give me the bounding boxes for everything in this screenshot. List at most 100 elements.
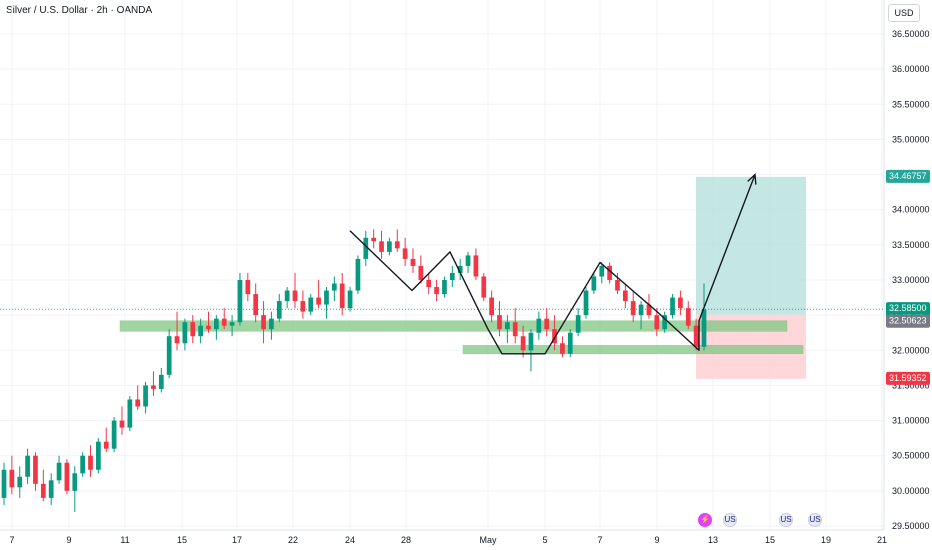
candle — [88, 445, 93, 477]
candle — [72, 466, 78, 512]
candle — [276, 294, 282, 323]
candle-body — [158, 374, 164, 389]
time-tick-label: 11 — [120, 535, 129, 545]
candle-body — [331, 283, 337, 291]
us-flag-icon[interactable]: US — [779, 513, 793, 527]
candle-body — [457, 265, 463, 273]
candle — [103, 427, 109, 453]
candle — [426, 272, 432, 295]
candle-body — [40, 483, 46, 498]
candle-body — [324, 290, 329, 305]
candle-body — [127, 399, 133, 428]
candle — [481, 272, 487, 302]
candle — [9, 455, 15, 495]
price-tick-label: 33.00000 — [892, 275, 930, 285]
arrow-head — [747, 173, 757, 185]
candle — [418, 255, 424, 284]
candle — [56, 455, 62, 484]
candle-body — [308, 297, 314, 312]
candle — [198, 318, 203, 344]
candle-body — [206, 325, 211, 330]
candle — [583, 287, 589, 319]
candle — [646, 294, 652, 319]
candle-body — [520, 336, 526, 351]
us-flag-icon[interactable]: US — [808, 513, 822, 527]
candle-body — [654, 315, 660, 330]
candle-body — [229, 322, 235, 326]
candle — [678, 290, 683, 316]
us-flag-icon[interactable]: US — [723, 513, 737, 527]
candle — [135, 385, 141, 411]
candle-body — [583, 290, 589, 316]
candle-body — [481, 276, 487, 298]
candle — [520, 325, 526, 358]
candle — [607, 262, 612, 284]
candle — [96, 438, 101, 474]
candle-body — [1, 469, 7, 498]
target-zone — [696, 176, 806, 315]
candle-body — [174, 336, 180, 344]
price-tick-label: 31.50000 — [892, 380, 930, 390]
stop-price-tag: 31.59352 — [889, 373, 927, 383]
candle — [371, 229, 377, 249]
candle — [489, 290, 494, 323]
candle-body — [591, 276, 597, 291]
candle-body — [379, 241, 384, 252]
candle-body — [151, 385, 156, 389]
price-tick-label: 33.50000 — [892, 240, 930, 250]
candle — [442, 276, 447, 298]
price-tick-label: 36.50000 — [892, 29, 930, 39]
candle — [17, 466, 23, 498]
candle-body — [198, 325, 203, 337]
price-tick-label: 31.00000 — [892, 416, 930, 426]
candle — [402, 237, 408, 266]
candle — [229, 315, 235, 337]
candle-body — [465, 255, 471, 266]
candle — [190, 315, 196, 344]
candle-body — [135, 399, 141, 407]
candle-body — [646, 304, 652, 316]
candle — [269, 311, 274, 340]
candle-body — [72, 473, 78, 491]
candle-body — [143, 385, 148, 407]
candle-body — [300, 301, 306, 312]
candle-body — [33, 455, 38, 484]
candle — [638, 301, 644, 330]
candle-body — [387, 241, 392, 252]
pattern-drawing — [349, 173, 757, 355]
candle-body — [111, 420, 117, 449]
candle-body — [339, 283, 345, 309]
time-tick-label: 17 — [232, 535, 242, 545]
candle — [111, 417, 117, 453]
stop-price-tag-bg — [886, 371, 930, 385]
candle — [151, 371, 156, 396]
lightning-icon[interactable]: ⚡ — [698, 513, 712, 527]
candle — [575, 308, 581, 337]
candle-body — [9, 469, 15, 488]
candle — [497, 301, 502, 337]
price-tick-label: 34.00000 — [892, 205, 930, 215]
candle — [567, 329, 573, 358]
candle-body — [693, 325, 699, 347]
candle — [331, 276, 337, 302]
time-tick-label: 7 — [597, 535, 602, 545]
candle — [182, 318, 188, 351]
candle-body — [363, 237, 369, 259]
candle — [119, 406, 125, 435]
time-axis: 7 9 11 15 17 22 24 28 May 5 7 9 13 15 19 21 — [9, 535, 887, 545]
currency-selector[interactable]: USD — [888, 4, 920, 22]
candle — [622, 283, 628, 309]
candle-body — [575, 315, 581, 333]
time-tick-label: 15 — [765, 535, 775, 545]
candle — [591, 272, 597, 295]
candle-body — [442, 280, 447, 295]
candle-body — [615, 280, 620, 291]
candle — [339, 272, 345, 316]
price-tick-label: 36.00000 — [892, 64, 930, 74]
candle — [253, 283, 259, 323]
candle — [237, 272, 243, 326]
candle — [512, 308, 518, 344]
candle-body — [418, 265, 424, 280]
candle-body — [410, 258, 416, 266]
